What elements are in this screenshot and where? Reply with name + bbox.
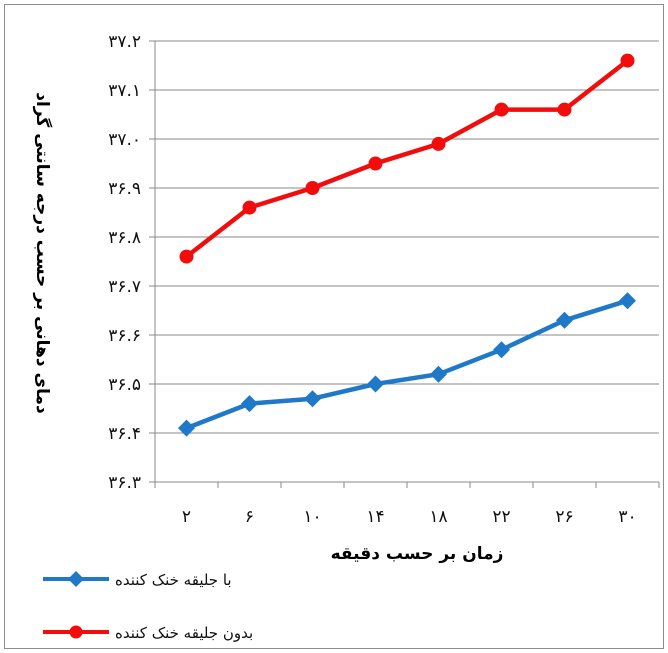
y-tick-label: ۳۶.۷ (108, 277, 141, 297)
y-tick-label: ۳۶.۸ (108, 228, 141, 248)
x-tick-label: ۱۰ (303, 507, 321, 527)
x-axis-title: زمان بر حسب دقیقه (331, 544, 504, 564)
data-point (430, 365, 447, 383)
x-tick-labels: ۲ ۶ ۱۰ ۱۴ ۱۸ ۲۲ ۲۶ ۳۰ (182, 507, 637, 527)
data-point (620, 53, 635, 68)
x-tick-label: ۶ (245, 507, 254, 527)
y-tick-label: ۳۶.۶ (108, 326, 141, 346)
y-tick-label: ۳۷.۱ (108, 81, 141, 101)
x-tick-label: ۲ (182, 507, 191, 527)
legend: با جلیقه خنک کننده بدون جلیقه خنک کننده (43, 571, 253, 642)
data-point (178, 419, 195, 437)
data-point (367, 375, 384, 393)
x-tick-label: ۲۲ (492, 507, 510, 527)
y-tick-label: ۳۷.۲ (108, 32, 141, 52)
x-tick-label: ۱۸ (429, 507, 447, 527)
x-tick-label: ۳۰ (618, 507, 636, 527)
legend-entry-with-vest: با جلیقه خنک کننده (43, 571, 232, 589)
axes (149, 40, 660, 488)
data-point (241, 395, 258, 413)
legend-label-without-vest: بدون جلیقه خنک کننده (115, 624, 253, 642)
data-point (493, 341, 510, 359)
data-point (305, 181, 320, 195)
y-axis-title: دمای دهانی بر حسب درجه سانتی گراد (32, 92, 53, 414)
chart-frame: ۳۶.۳ ۳۶.۴ ۳۶.۵ ۳۶.۶ ۳۶.۷ ۳۶.۸ ۳۶.۹ ۳۷.۰ ۳۷.۱ ۳۷.۲… (4, 4, 664, 649)
y-tick-label: ۳۶.۵ (108, 375, 141, 395)
data-point (242, 200, 257, 215)
data-point (431, 136, 446, 151)
data-point (304, 390, 321, 408)
data-point (557, 102, 572, 117)
series-line-1 (185, 58, 629, 259)
y-tick-label: ۳۶.۳ (108, 473, 141, 493)
gridlines (155, 40, 659, 434)
legend-label-with-vest: با جلیقه خنک کننده (115, 571, 232, 589)
y-tick-label: ۳۶.۴ (108, 424, 141, 444)
y-tick-label: ۳۶.۹ (108, 179, 141, 199)
data-point (619, 292, 636, 310)
legend-swatch-marker-without-vest (69, 625, 83, 639)
data-point (556, 311, 573, 329)
y-tick-label: ۳۷.۰ (108, 130, 141, 150)
x-tick-label: ۱۴ (366, 507, 384, 527)
data-point (179, 249, 194, 264)
legend-swatch-marker-with-vest (68, 571, 84, 587)
series-group (178, 53, 636, 437)
x-tick-label: ۲۶ (555, 507, 573, 527)
data-point (494, 102, 509, 117)
legend-entry-without-vest: بدون جلیقه خنک کننده (43, 624, 253, 642)
data-point (368, 156, 383, 171)
line-chart: ۳۶.۳ ۳۶.۴ ۳۶.۵ ۳۶.۶ ۳۶.۷ ۳۶.۸ ۳۶.۹ ۳۷.۰ ۳۷.۱ ۳۷.۲… (32, 32, 660, 642)
series-line-0 (185, 298, 629, 431)
y-tick-labels: ۳۶.۳ ۳۶.۴ ۳۶.۵ ۳۶.۶ ۳۶.۷ ۳۶.۸ ۳۶.۹ ۳۷.۰ ۳۷.۱ ۳۷.۲ (108, 32, 141, 493)
